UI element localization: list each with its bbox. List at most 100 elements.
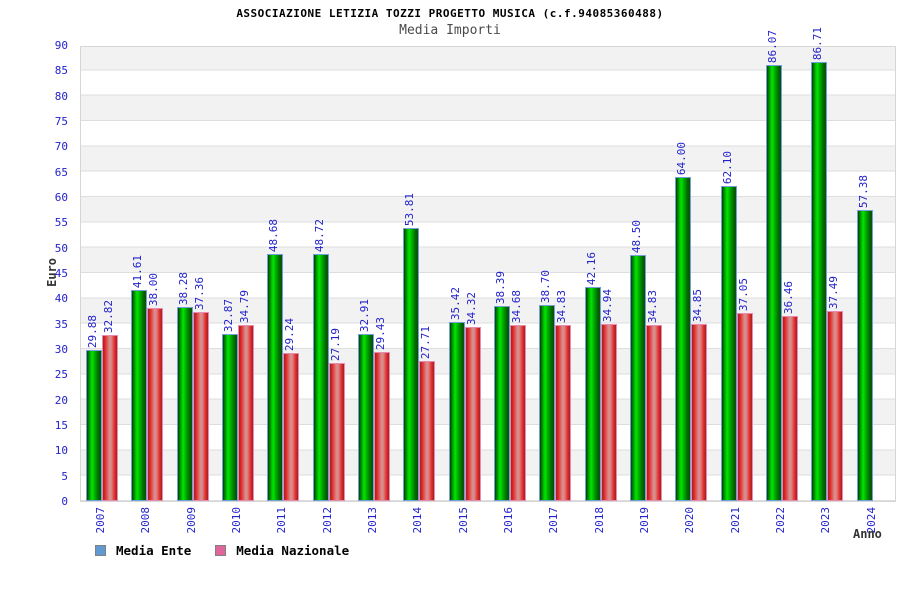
bar-value-label: 34.68: [510, 289, 523, 323]
y-tick-label: 30: [54, 343, 68, 356]
bar-value-label: 34.94: [601, 288, 614, 322]
bar-value-label: 38.28: [177, 271, 190, 305]
bar-value-label: 86.07: [766, 29, 779, 63]
bar-media-nazionale-2010: [238, 325, 254, 501]
x-tick-label-2009: 2009: [185, 507, 198, 534]
y-tick-label: 70: [54, 140, 68, 153]
bar-value-label: 41.61: [131, 254, 144, 288]
bar-value-label: 29.43: [374, 316, 387, 350]
bar-media-ente-2024: [857, 210, 873, 501]
bar-media-nazionale-2008: [147, 308, 163, 501]
bar-value-label: 38.70: [539, 269, 552, 303]
x-tick-label-2020: 2020: [683, 507, 696, 534]
x-tick-label-2018: 2018: [593, 507, 606, 534]
legend-item-media-nazionale: Media Nazionale: [215, 543, 349, 558]
bar-value-label: 34.79: [238, 289, 251, 323]
bar-media-ente-2015: [449, 322, 465, 501]
y-tick-label: 25: [54, 368, 68, 381]
bar-value-label: 27.71: [419, 325, 432, 359]
bar-media-nazionale-2014: [419, 361, 435, 501]
y-tick-label: 65: [54, 166, 68, 179]
bar-media-ente-2017: [539, 305, 555, 501]
bar-value-label: 48.68: [267, 218, 280, 252]
chart-subtitle: Media Importi: [399, 23, 501, 38]
bar-media-ente-2020: [675, 177, 691, 501]
bar-media-nazionale-2013: [374, 352, 390, 501]
bar-media-nazionale-2016: [510, 325, 526, 501]
bar-value-label: 34.32: [465, 291, 478, 325]
y-tick-label: 0: [61, 495, 68, 508]
bar-media-nazionale-2023: [827, 311, 843, 501]
bar-value-label: 32.91: [358, 298, 371, 332]
bar-value-label: 38.39: [494, 270, 507, 304]
y-tick-label: 35: [54, 318, 68, 331]
y-tick-label: 5: [61, 470, 68, 483]
bar-value-label: 37.36: [193, 276, 206, 310]
x-tick-label-2015: 2015: [457, 507, 470, 534]
bar-value-label: 64.00: [675, 141, 688, 175]
bar-value-label: 38.00: [147, 272, 160, 306]
bar-media-ente-2010: [222, 334, 238, 501]
x-tick-label-2013: 2013: [366, 507, 379, 534]
plot-area: [80, 46, 896, 502]
bar-value-label: 27.19: [329, 327, 342, 361]
y-tick-label: 45: [54, 267, 68, 280]
y-tick-label: 85: [54, 64, 68, 77]
bar-value-label: 36.46: [782, 280, 795, 314]
x-tick-label-2017: 2017: [547, 507, 560, 534]
y-tick-label: 10: [54, 444, 68, 457]
bar-media-nazionale-2015: [465, 327, 481, 501]
bar-value-label: 57.38: [857, 174, 870, 208]
x-axis-title: Anno: [853, 527, 882, 541]
bar-media-ente-2014: [403, 228, 419, 501]
bar-value-label: 29.88: [86, 314, 99, 348]
x-tick-label-2011: 2011: [275, 507, 288, 534]
legend-swatch-media-nazionale: [215, 545, 227, 556]
x-tick-label-2016: 2016: [502, 507, 515, 534]
legend-item-media-ente: Media Ente: [95, 543, 191, 558]
bar-media-ente-2009: [177, 307, 193, 501]
x-tick-label-2007: 2007: [94, 507, 107, 534]
bar-media-nazionale-2018: [601, 324, 617, 501]
bar-value-label: 34.85: [691, 288, 704, 322]
bar-value-label: 34.83: [555, 289, 568, 323]
bar-media-nazionale-2019: [646, 325, 662, 501]
x-tick-label-2021: 2021: [729, 507, 742, 534]
bar-value-label: 48.72: [313, 218, 326, 252]
bar-value-label: 42.16: [585, 251, 598, 285]
legend-label-media-ente: Media Ente: [116, 543, 192, 558]
bar-media-ente-2023: [811, 62, 827, 501]
bar-value-label: 37.49: [827, 275, 840, 309]
y-tick-label: 60: [54, 191, 68, 204]
legend-swatch-media-ente: [95, 545, 106, 556]
bar-value-label: 34.83: [646, 289, 659, 323]
bar-media-ente-2016: [494, 306, 510, 501]
x-tick-label-2012: 2012: [321, 507, 334, 534]
y-tick-label: 80: [54, 90, 68, 103]
bar-media-ente-2019: [630, 255, 646, 501]
bar-value-label: 37.05: [737, 277, 750, 311]
bar-value-label: 62.10: [721, 150, 734, 184]
y-tick-label: 40: [54, 292, 68, 305]
bar-value-label: 53.81: [403, 192, 416, 226]
y-tick-label: 75: [54, 115, 68, 128]
bar-media-ente-2007: [86, 350, 102, 501]
x-tick-label-2008: 2008: [139, 507, 152, 534]
x-tick-label-2019: 2019: [638, 507, 651, 534]
bar-media-ente-2012: [313, 254, 329, 501]
x-tick-label-2023: 2023: [819, 507, 832, 534]
bar-value-label: 86.71: [811, 26, 824, 60]
bar-media-ente-2013: [358, 334, 374, 501]
chart-legend: Media Ente Media Nazionale: [95, 543, 349, 558]
legend-label-media-nazionale: Media Nazionale: [236, 543, 350, 558]
chart-title: ASSOCIAZIONE LETIZIA TOZZI PROGETTO MUSI…: [236, 7, 664, 20]
bar-media-ente-2018: [585, 287, 601, 501]
bar-value-label: 32.82: [102, 299, 115, 333]
bar-media-nazionale-2011: [283, 353, 299, 501]
bar-value-label: 32.87: [222, 298, 235, 332]
y-tick-label: 15: [54, 419, 68, 432]
bar-media-nazionale-2017: [555, 325, 571, 501]
bar-value-label: 29.24: [283, 317, 296, 351]
bar-media-nazionale-2009: [193, 312, 209, 501]
